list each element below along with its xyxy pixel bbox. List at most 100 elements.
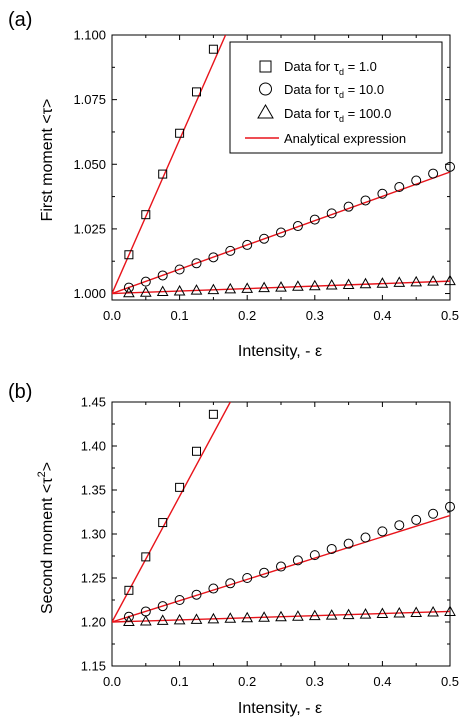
triangle-point [393,276,406,287]
panel-label-b: (b) [8,381,32,403]
circle-point [411,514,422,525]
y-tick-label-a: 1.100 [73,28,106,43]
triangle-point [139,286,152,297]
triangle-point [308,279,321,291]
triangle-point [308,609,321,621]
y-axis-title-a: First moment <τ> [39,99,56,222]
legend-entry-4: Analytical expression [245,131,406,146]
y-tick-label-b: 1.40 [81,439,106,454]
circle-point [445,501,455,512]
triangle-point [139,614,152,626]
triangle-point [241,611,254,623]
circle-point [445,161,455,172]
circle-point [377,526,388,537]
triangle-point [325,278,338,290]
panel-a: (a) 0.0 0.1 0.2 0.3 0.4 0.5 1.000 1.025 1.050 1.0… [8,9,459,360]
y-tick-label-a: 1.025 [73,221,106,236]
square-point [208,44,218,54]
legend-entry-2: Data for τd = 10.0 [259,82,384,100]
triangle-point [258,611,270,622]
triangle-point [359,608,372,619]
y-tick-label-a: 1.000 [73,286,106,301]
fit-line-a-3 [112,280,450,295]
circle-point [208,583,219,594]
circle-point [191,258,202,269]
circle-point [276,561,286,572]
square-point [175,128,185,138]
fit-line-a-1 [112,35,227,294]
legend-entry-3: Data for τd = 100.0 [257,103,391,124]
circle-point [292,221,303,232]
x-tick-label-b: 0.1 [171,674,189,689]
square-point [141,210,151,220]
triangle-point [292,610,304,621]
x-tick-label-b: 0.3 [306,674,324,689]
circle-point [377,188,388,199]
triangle-point [427,275,439,286]
circle-point [225,578,236,589]
circle-point [259,233,270,244]
plot-frame-b [111,401,451,667]
x-tick-label-b: 0.0 [103,674,121,689]
triangle-point [376,277,389,288]
y-tick-label-b: 1.25 [81,571,106,586]
legend-label-2: Data for τd = 10.0 [284,82,384,100]
x-tick-label-a: 0.0 [103,308,121,323]
triangle-point [275,610,287,622]
y-tick-label-b: 1.15 [81,659,106,674]
circle-point [208,252,219,263]
circle-point [326,208,337,219]
triangle-point [410,606,423,617]
legend-square-marker [259,60,272,73]
circle-point [259,567,270,578]
circle-point [292,555,303,566]
circle-point [309,550,320,561]
square-point [175,482,185,492]
triangle-point [393,606,406,618]
legend: Data for τd = 1.0 Data for τd = 10.0 Dat… [229,41,443,154]
triangle-point [427,605,439,617]
x-axis-title-b: Intensity, - ε [238,700,322,717]
triangle-point [444,605,456,616]
x-tick-label-a: 0.1 [171,308,189,323]
triangle-point [241,282,254,293]
circle-point [326,543,337,554]
triangle-point [123,615,135,626]
plot-area-a: 0.0 0.1 0.2 0.3 0.4 0.5 1.000 1.025 1.050 1.075 1.… [73,28,459,324]
triangle-point [207,612,220,624]
square-point [158,518,168,528]
fit-line-a-2 [112,171,450,295]
x-tick-label-a: 0.5 [441,308,459,323]
triangle-point [359,277,372,289]
triangle-point [156,614,169,625]
triangle-point [342,278,355,289]
circle-point [242,239,253,250]
triangle-point [190,613,203,624]
circle-point [174,595,185,605]
circle-point [394,520,405,531]
square-point [192,87,201,97]
y-tick-label-a: 1.050 [73,157,106,172]
circle-point [343,538,354,549]
square-point [192,446,201,456]
square-point [158,169,168,179]
legend-triangle-marker [257,103,274,119]
circle-point [191,589,202,600]
circle-point [360,532,371,543]
triangle-point [444,274,456,286]
square-point [124,585,134,595]
x-axis-title-a: Intensity, - ε [238,343,322,360]
square-point [208,409,218,419]
triangle-point [207,283,220,295]
triangle-point [224,612,237,623]
square-point [124,250,134,260]
fit-lines-b [112,402,450,623]
triangle-point [156,285,169,296]
x-tick-label-b: 0.2 [238,674,256,689]
legend-label-3: Data for τd = 100.0 [284,106,391,124]
y-tick-label-b: 1.45 [81,395,106,410]
circle-point [123,611,134,622]
circle-point [157,270,168,281]
square-point [141,552,151,562]
